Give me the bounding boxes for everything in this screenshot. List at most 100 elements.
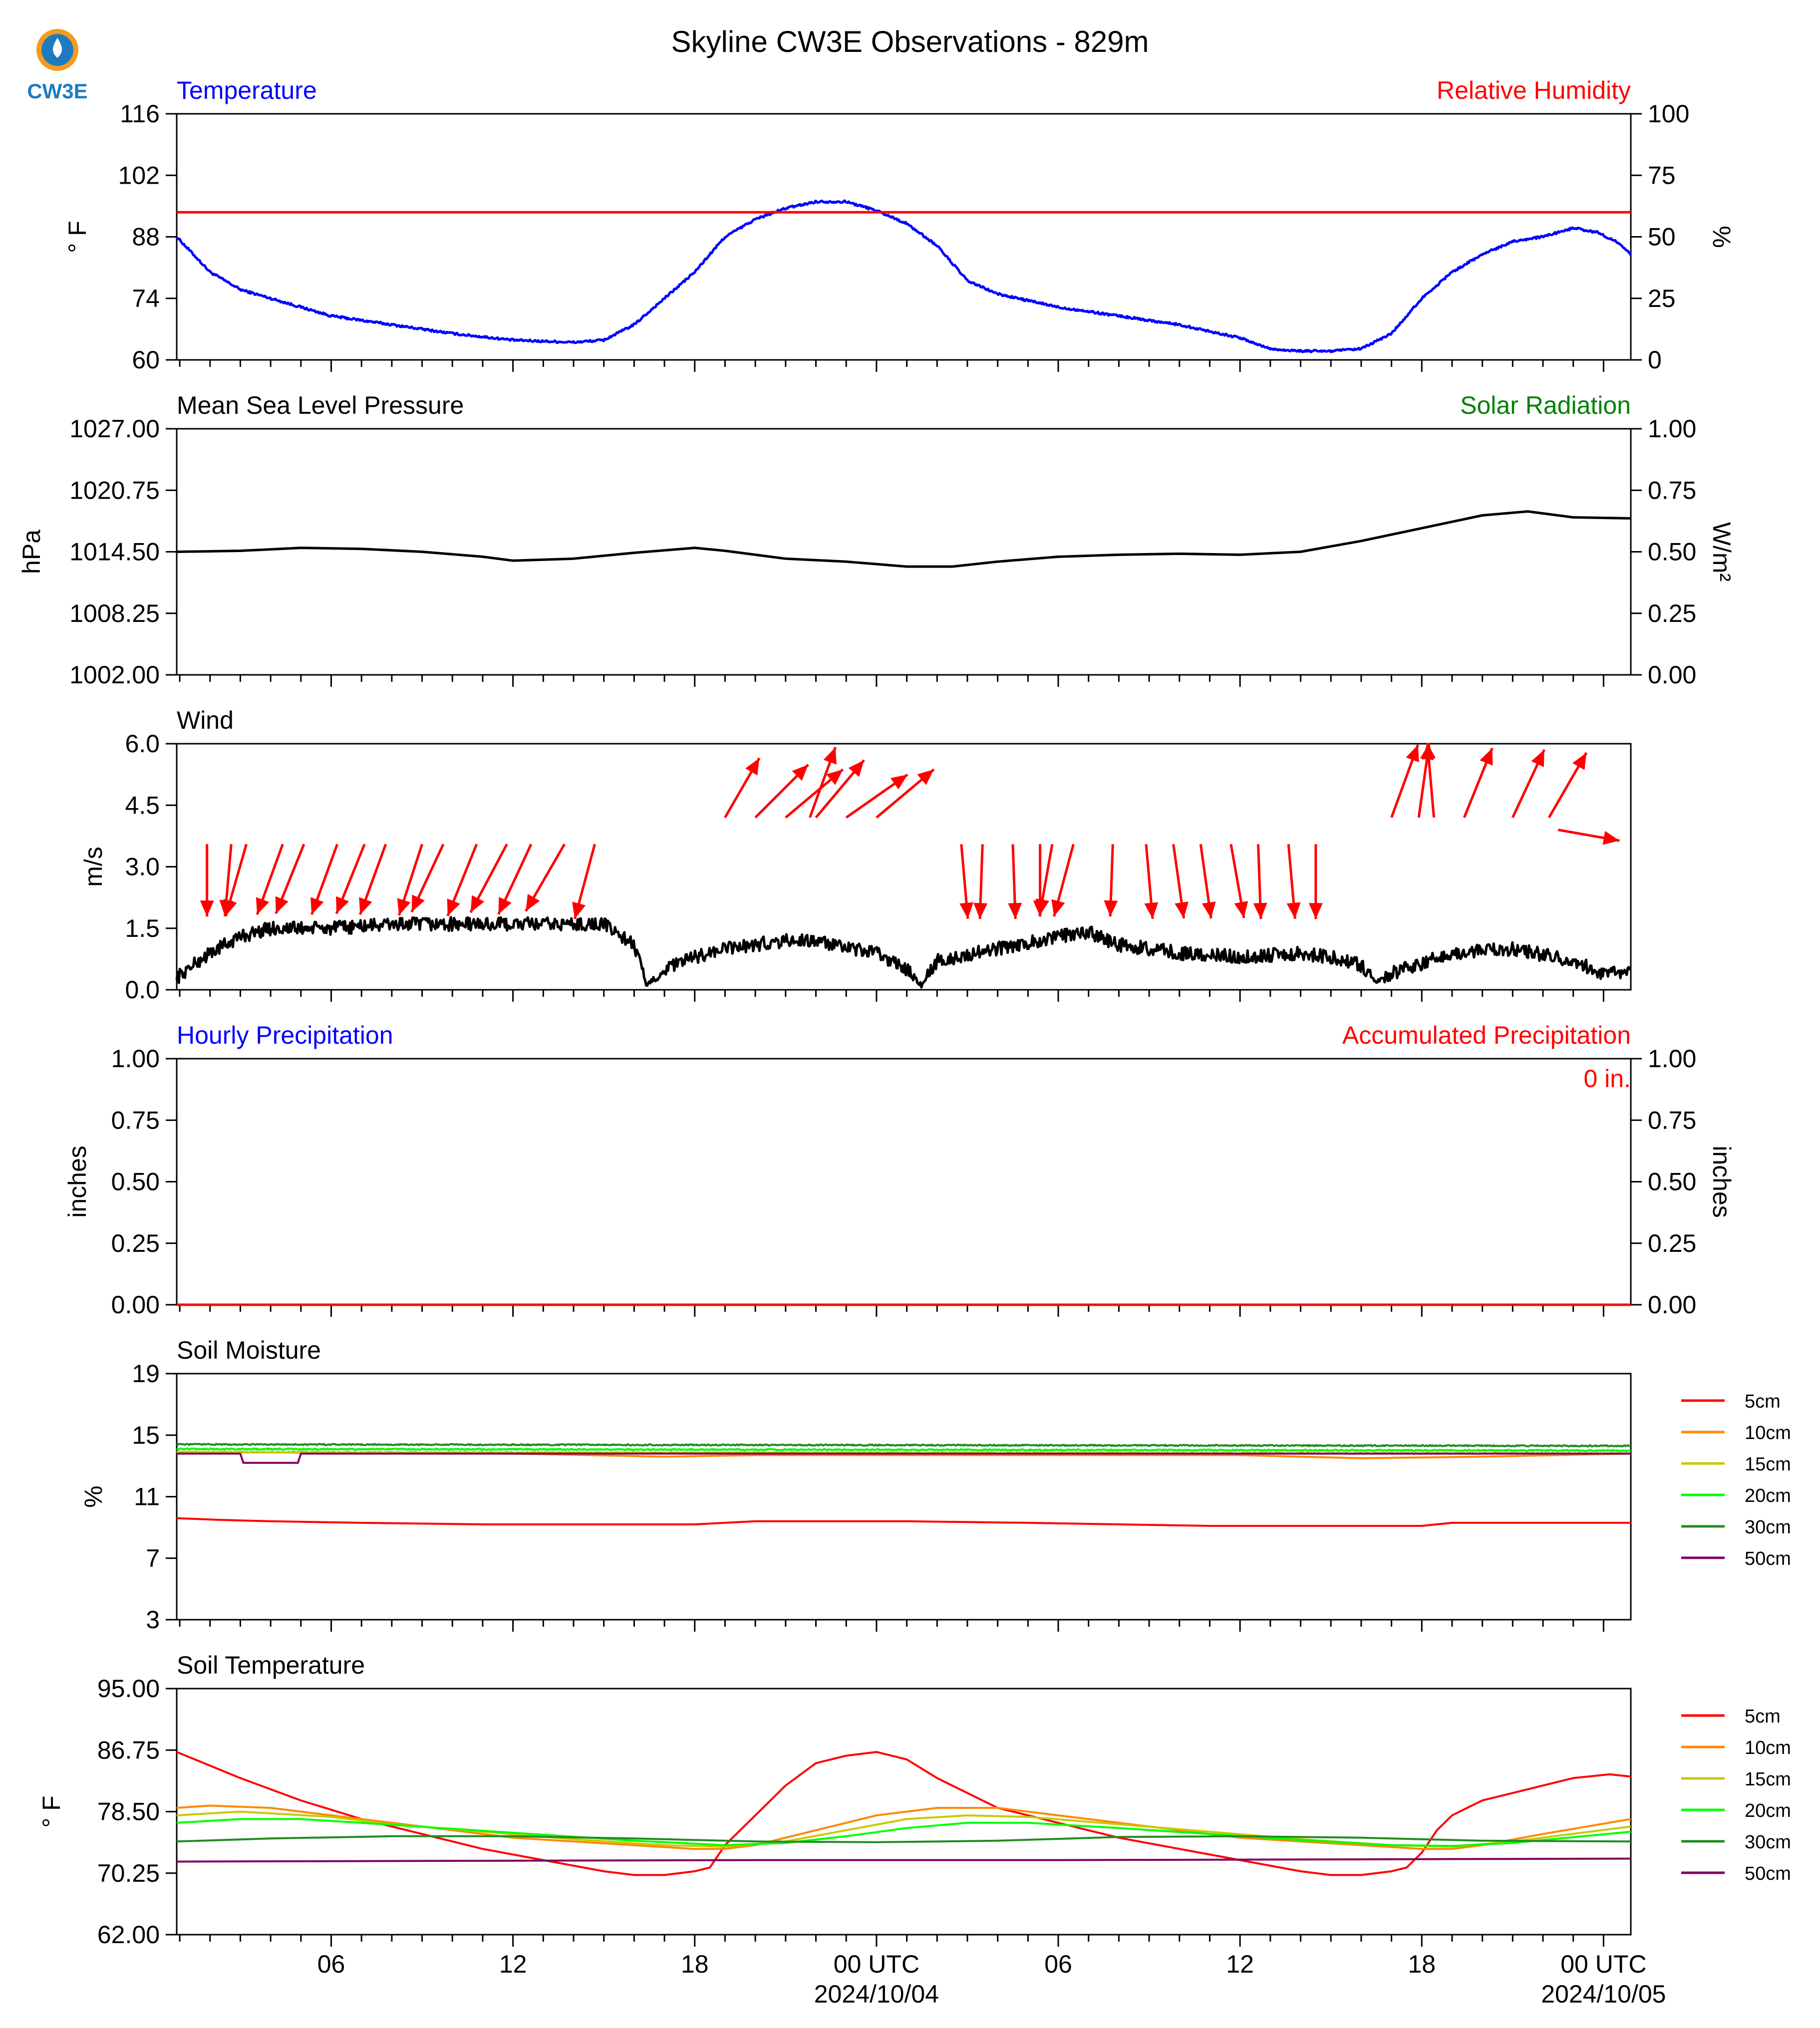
y2-tick-label: 0.25	[1648, 599, 1696, 627]
panel-title-left: Soil Temperature	[177, 1651, 365, 1679]
y-tick-label: 95.00	[97, 1675, 160, 1703]
y-axis-label: m/s	[79, 847, 107, 887]
logo-drop-icon	[52, 38, 62, 58]
panel-title-right: Relative Humidity	[1437, 76, 1631, 104]
legend-label: 50cm	[1745, 1863, 1791, 1884]
wind-arrow-head	[973, 902, 988, 919]
y-axis-label: hPa	[17, 530, 45, 574]
wind-arrow-head	[826, 769, 843, 785]
y-tick-label: 3	[146, 1606, 160, 1634]
series-line	[175, 916, 1631, 989]
y2-tick-label: 1.00	[1648, 1045, 1696, 1073]
y2-tick-label: 0.00	[1648, 661, 1696, 689]
wind-arrow-head	[1406, 745, 1419, 763]
y-tick-label: 1.5	[125, 914, 160, 942]
legend-label: 15cm	[1745, 1769, 1791, 1790]
wind-arrow-head	[823, 747, 837, 765]
wind-arrow-head	[1531, 749, 1544, 767]
y2-tick-label: 0.25	[1648, 1229, 1696, 1257]
y-tick-label: 74	[132, 285, 160, 312]
wind-arrow-head	[397, 898, 411, 915]
wind-arrow-head	[917, 769, 934, 785]
wind-arrow-head	[498, 896, 512, 914]
panel-5: 62.00 70.25 78.50 86.75 95.00 Soil Temperatur…	[37, 1651, 1791, 2008]
legend-label: 10cm	[1745, 1738, 1791, 1758]
y2-tick-label: 0	[1648, 346, 1662, 374]
wind-arrow-head	[275, 896, 289, 914]
y-axis-label: ° F	[63, 221, 91, 253]
wind-arrow-head	[1051, 899, 1065, 917]
y-tick-label: 4.5	[125, 791, 160, 819]
y-tick-label: 60	[132, 346, 160, 374]
y2-tick-label: 100	[1648, 100, 1689, 128]
panel-title-left: Hourly Precipitation	[177, 1021, 393, 1049]
series-line	[176, 199, 1632, 353]
y-tick-label: 7	[146, 1544, 160, 1572]
y-axis-label: %	[79, 1485, 107, 1507]
y-tick-label: 86.75	[97, 1736, 160, 1764]
legend-label: 20cm	[1745, 1485, 1791, 1506]
y-tick-label: 70.25	[97, 1859, 160, 1887]
y-tick-label: 15	[132, 1421, 160, 1449]
wind-arrow-head	[745, 758, 760, 776]
series-line	[176, 510, 1631, 568]
y2-axis-label: %	[1708, 226, 1736, 248]
x-tick-label: 06	[1044, 1950, 1072, 1978]
panel-0: 60 74 88 102 116 0 25 50 75 100 Temperature Relativ…	[63, 76, 1736, 374]
y-tick-label: 102	[118, 161, 160, 189]
y2-tick-label: 0.00	[1648, 1291, 1696, 1319]
x-tick-label: 12	[1226, 1950, 1254, 1978]
series-line	[176, 1517, 1631, 1527]
series-line	[176, 1751, 1631, 1876]
wind-arrow-head	[256, 897, 270, 915]
wind-arrow-head	[1308, 903, 1323, 919]
wind-arrow-head	[359, 897, 372, 915]
y-tick-label: 1020.75	[69, 476, 160, 504]
panel-title-left: Soil Moisture	[177, 1336, 321, 1364]
wind-arrow-head	[447, 898, 460, 916]
y-tick-label: 19	[132, 1360, 160, 1388]
wind-arrow-head	[1253, 902, 1267, 919]
wind-arrow-head	[1104, 900, 1118, 917]
y2-axis-label: W/m²	[1708, 522, 1736, 581]
series-line	[176, 1443, 1631, 1448]
legend-label: 50cm	[1745, 1548, 1791, 1569]
series-line	[176, 1818, 1631, 1847]
wind-arrow-head	[470, 895, 485, 913]
y-tick-label: 1027.00	[69, 415, 160, 443]
y-tick-label: 88	[132, 223, 160, 251]
y-tick-label: 0.25	[111, 1229, 160, 1257]
wind-arrow-head	[1175, 901, 1189, 918]
y2-axis-label: inches	[1708, 1146, 1736, 1218]
y-tick-label: 1002.00	[69, 661, 160, 689]
legend-label: 30cm	[1745, 1832, 1791, 1853]
y2-tick-label: 50	[1648, 223, 1676, 251]
y-tick-label: 3.0	[125, 853, 160, 881]
wind-arrow-head	[1234, 901, 1248, 918]
y-tick-label: 1008.25	[69, 599, 160, 627]
wind-arrow-head	[1572, 752, 1587, 770]
x-tick-label: 00 UTC	[834, 1950, 919, 1978]
y2-tick-label: 0.50	[1648, 538, 1696, 566]
wind-arrow-head	[1008, 902, 1022, 919]
panel-4: 3 7 11 15 19 Soil Moisture% 5cm 10cm 15cm 20cm 30c…	[79, 1336, 1791, 1634]
y2-tick-label: 1.00	[1648, 415, 1696, 443]
legend-label: 5cm	[1745, 1391, 1781, 1412]
cw3e-logo: CW3E	[27, 29, 88, 103]
panel-2: 0.0 1.5 3.0 4.5 6.0 Wind m/s	[79, 706, 1632, 1004]
x-tick-label: 18	[1408, 1950, 1436, 1978]
y-axis-label: ° F	[37, 1795, 65, 1827]
wind-arrow-head	[526, 893, 540, 911]
y-axis-label: inches	[63, 1146, 91, 1218]
wind-arrow-head	[1422, 743, 1436, 760]
y-tick-label: 0.75	[111, 1106, 160, 1134]
panel-title-left: Temperature	[177, 76, 317, 104]
series-line	[177, 1452, 1631, 1464]
wind-arrow-head	[223, 898, 237, 916]
x-tick-label: 18	[681, 1950, 709, 1978]
wind-arrow-head	[1602, 831, 1620, 845]
panel-title-left: Mean Sea Level Pressure	[177, 391, 464, 419]
y2-tick-label: 75	[1648, 161, 1676, 189]
wind-arrows	[200, 743, 1620, 919]
